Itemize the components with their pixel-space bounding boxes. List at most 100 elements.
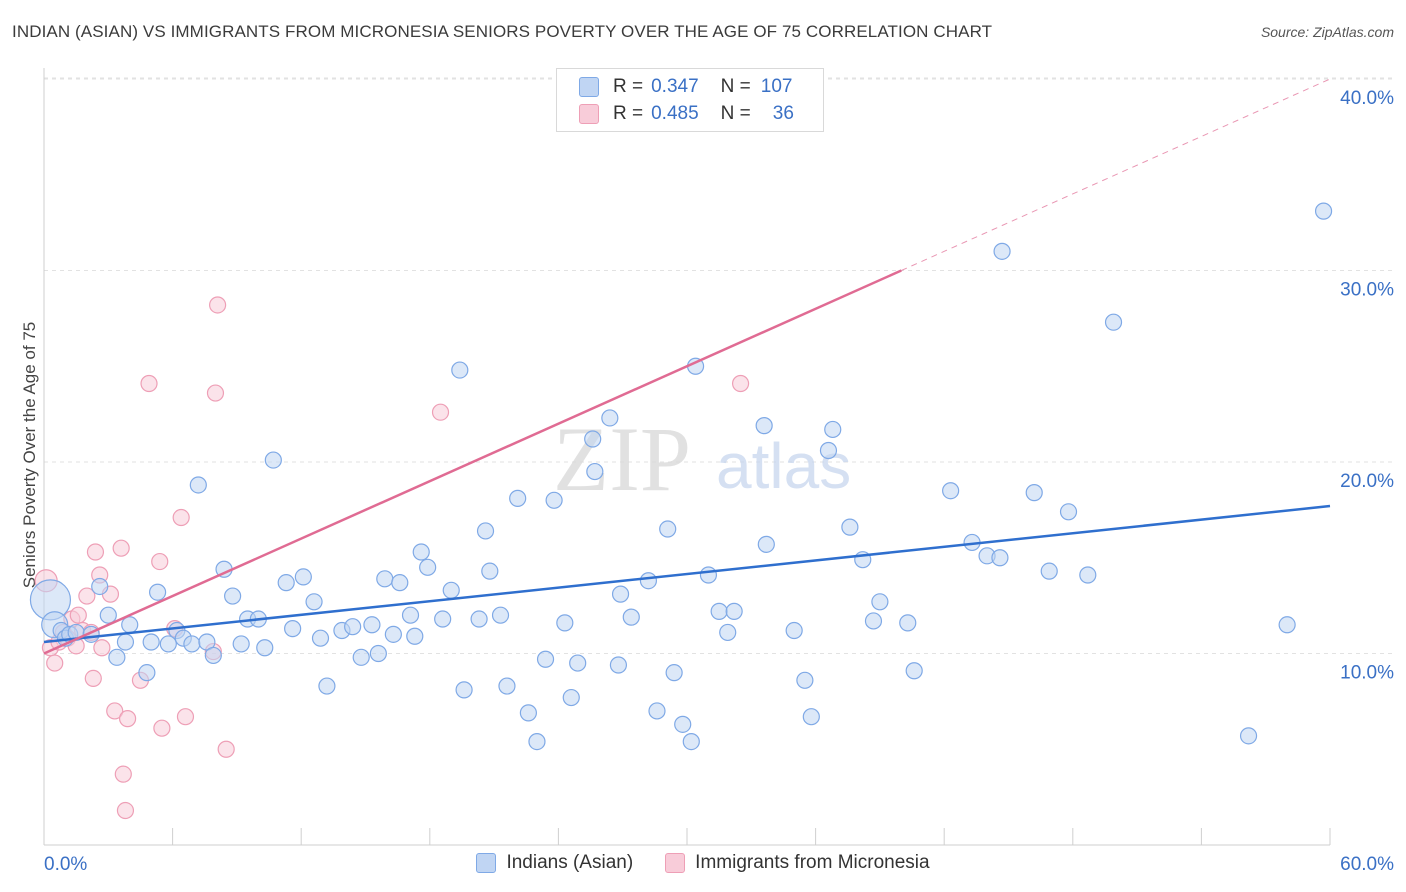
legend-swatch-micronesia [579, 104, 599, 124]
data-point-indian [406, 627, 424, 645]
legend-n-value-micronesia: 36 [772, 103, 794, 124]
data-point-indian [451, 361, 469, 379]
data-point-indian [1079, 566, 1097, 584]
data-point-indian [481, 562, 499, 580]
data-point-micronesia [431, 403, 450, 421]
data-point-indian [344, 618, 362, 636]
legend-label-indians: Indians (Asian) [506, 852, 634, 873]
data-point-indian [189, 476, 207, 494]
data-point-micronesia [93, 639, 111, 657]
data-point-micronesia [217, 740, 235, 758]
data-point-indian [419, 558, 437, 576]
data-point-indian [284, 620, 302, 638]
trend-line-indians [43, 504, 1331, 644]
data-point-indian [757, 535, 775, 553]
data-point-indian [659, 520, 677, 538]
data-point-indian [1239, 727, 1258, 745]
data-point-indian [401, 606, 420, 624]
data-point-indian [108, 648, 126, 666]
data-point-indian [528, 732, 546, 751]
data-point-indian [1025, 484, 1043, 502]
data-point-indian [556, 614, 574, 632]
data-point-indian [369, 644, 387, 663]
source-label: Source: ZipAtlas.com [1260, 24, 1394, 40]
legend-n-label: N = [720, 76, 751, 97]
x-tick-label: 60.0% [1340, 854, 1394, 875]
data-point-indian [725, 602, 743, 620]
data-point-indian [305, 593, 323, 611]
data-point-indian [318, 677, 336, 695]
data-point-indian [899, 614, 917, 632]
data-point-indian [1278, 616, 1296, 634]
data-point-indian [819, 441, 838, 460]
legend-row-indians: R = 0.347 N = 107 [579, 74, 792, 100]
data-point-indian [665, 664, 683, 682]
data-point-indian [1314, 202, 1333, 220]
data-point-micronesia [206, 384, 225, 402]
stats-legend: R = 0.347 N = 107 R = 0.485 N = 36 [556, 68, 824, 132]
data-point-indian [785, 621, 803, 640]
data-point-micronesia [731, 374, 750, 393]
data-point-indian [536, 650, 555, 668]
data-point-indian [796, 671, 814, 689]
data-point-micronesia [106, 702, 124, 720]
data-point-indian [148, 583, 167, 601]
data-point-micronesia [151, 552, 169, 571]
data-point-indian [384, 625, 402, 643]
data-point-indian [434, 610, 452, 628]
data-point-indian [1040, 562, 1058, 580]
data-point-indian [719, 623, 737, 642]
y-tick-label: 20.0% [1340, 471, 1394, 492]
y-tick-label: 40.0% [1340, 88, 1394, 109]
data-point-micronesia [78, 587, 96, 605]
y-tick-label: 10.0% [1340, 663, 1394, 684]
data-point-micronesia [153, 719, 171, 737]
legend-item-micronesia: Immigrants from Micronesia [665, 852, 930, 874]
data-point-indian [755, 417, 773, 435]
data-point-indian [91, 577, 109, 596]
data-point-indian [277, 574, 295, 592]
legend-n-value-indians: 107 [760, 76, 793, 97]
data-point-indian [294, 568, 312, 586]
data-point-micronesia [140, 374, 158, 393]
data-point-indian [159, 635, 177, 653]
watermark-atlas: atlas [716, 430, 851, 502]
data-point-indian [611, 585, 630, 603]
legend-label-micronesia: Immigrants from Micronesia [695, 852, 930, 873]
y-tick-label: 30.0% [1340, 280, 1394, 301]
data-point-indian [905, 662, 923, 680]
data-point-indian [622, 608, 640, 626]
trend-line-micronesia-extension [901, 78, 1331, 271]
chart-title: INDIAN (ASIAN) VS IMMIGRANTS FROM MICRON… [12, 22, 993, 41]
data-point-indian [942, 482, 960, 500]
data-point-indian [601, 409, 619, 427]
data-point-indian [498, 677, 516, 695]
ticks [43, 828, 1331, 845]
legend-swatch-indians [579, 77, 599, 97]
micronesia-points [34, 296, 750, 820]
data-point-micronesia [112, 539, 130, 557]
data-point-indian [224, 587, 242, 605]
data-point-micronesia [172, 508, 190, 527]
trend-lines [43, 78, 1331, 655]
data-point-indian [376, 570, 394, 588]
data-point-indian [584, 430, 602, 448]
data-point-indian [1104, 313, 1123, 331]
data-point-indian [470, 610, 488, 628]
trend-line-micronesia [43, 269, 902, 655]
legend-r-value-micronesia: 0.485 [651, 103, 699, 124]
data-point-indian [509, 489, 527, 507]
data-point-indian [232, 635, 250, 653]
data-point-micronesia [209, 296, 227, 314]
legend-n-label: N = [720, 103, 751, 124]
watermark-zip: ZIP [553, 408, 691, 510]
data-point-micronesia [69, 606, 87, 624]
legend-swatch-micronesia [665, 853, 686, 873]
data-point-indian [993, 242, 1011, 260]
data-point-indian [802, 708, 820, 726]
data-point-indian [183, 635, 201, 653]
data-point-micronesia [118, 710, 137, 728]
data-point-micronesia [176, 708, 195, 726]
data-point-indian [871, 593, 889, 611]
